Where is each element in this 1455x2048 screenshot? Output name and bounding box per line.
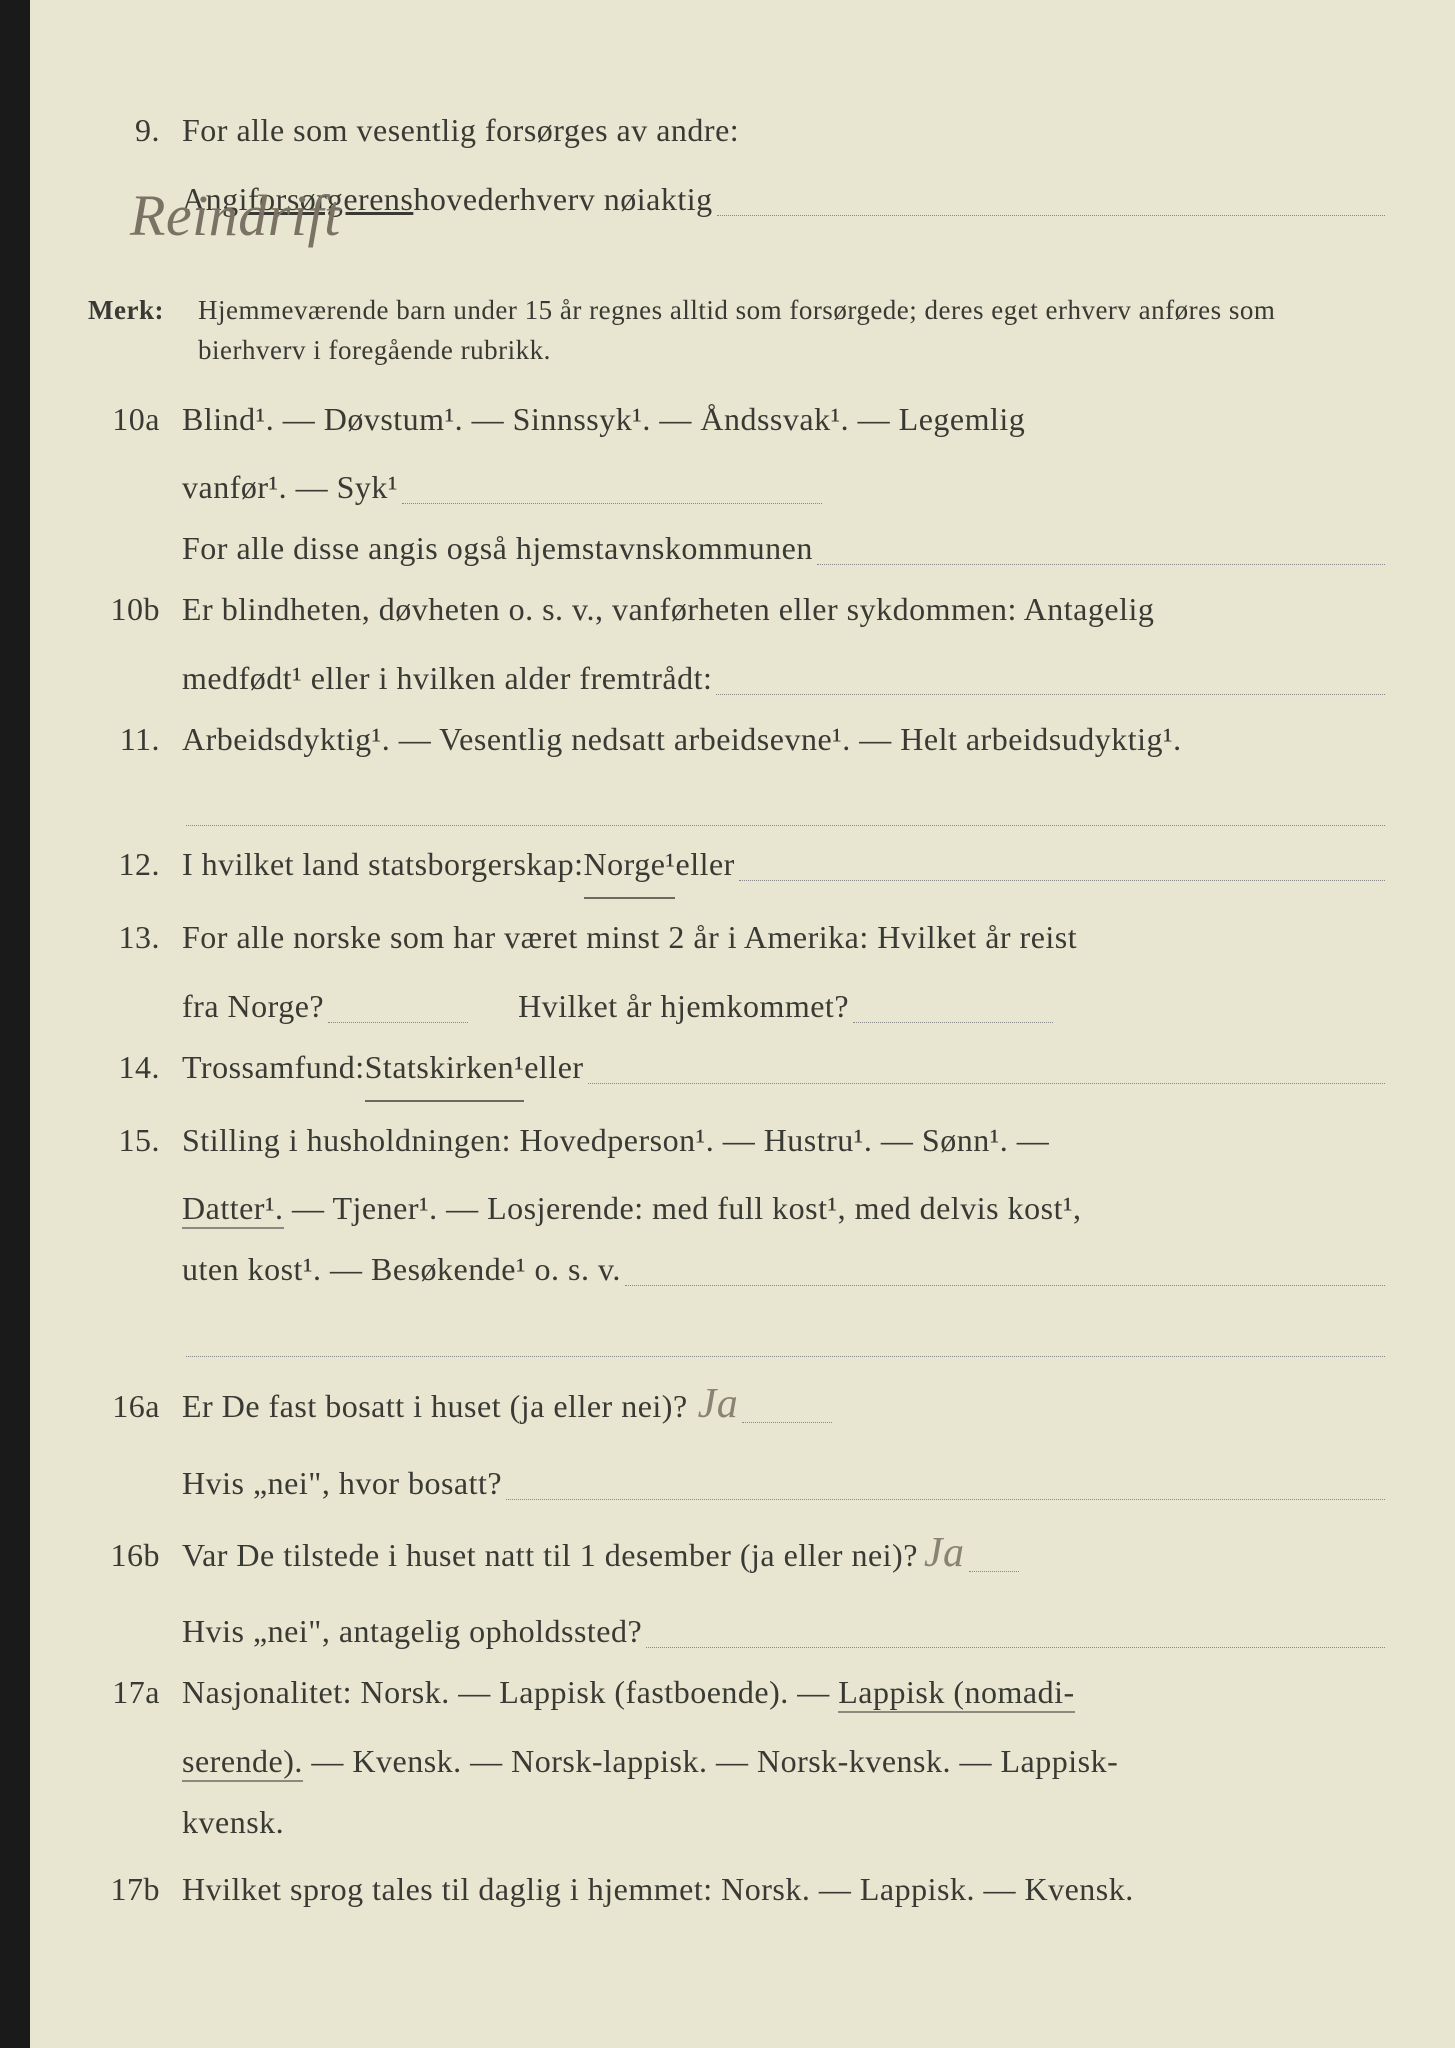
q16a-number: 16a xyxy=(70,1376,182,1437)
q10b-line2: medfødt¹ eller i hvilken alder fremtrådt… xyxy=(182,648,1385,709)
q13-line2b: Hvilket år hjemkommet? xyxy=(518,976,849,1037)
question-13: 13. For alle norske som har været minst … xyxy=(70,907,1385,968)
q15-line3-text: uten kost¹. — Besøkende¹ o. s. v. xyxy=(182,1239,621,1300)
q10a-line3: For alle disse angis også hjemstavnskomm… xyxy=(182,518,1385,579)
question-11: 11. Arbeidsdyktig¹. — Vesentlig nedsatt … xyxy=(70,709,1385,770)
q10b-line1: Er blindheten, døvheten o. s. v., vanfør… xyxy=(182,579,1385,640)
q12-content: I hvilket land statsborgerskap: Norge¹ e… xyxy=(182,834,1385,899)
q10b-number: 10b xyxy=(70,579,182,640)
q17b-number: 17b xyxy=(70,1859,182,1920)
q13-line1: For alle norske som har været minst 2 år… xyxy=(182,907,1385,968)
q17a-line1: Nasjonalitet: Norsk. — Lappisk (fastboen… xyxy=(182,1662,1385,1723)
q17a-line1-pre: Nasjonalitet: Norsk. — Lappisk (fastboen… xyxy=(182,1674,838,1710)
q13-fill2 xyxy=(853,990,1053,1023)
question-16b: 16b Var De tilstede i huset natt til 1 d… xyxy=(70,1514,1385,1594)
q16a-line2-text: Hvis „nei", hvor bosatt? xyxy=(182,1453,502,1514)
q10a-fill1 xyxy=(402,471,822,504)
q16b-line1: Var De tilstede i huset natt til 1 desem… xyxy=(182,1514,1385,1594)
q16b-fill2 xyxy=(646,1615,1385,1648)
note-merk: Merk: Hjemmeværende barn under 15 år reg… xyxy=(70,290,1385,371)
q9-line2-post: hovederhverv nøiaktig xyxy=(413,169,712,230)
q9-fill xyxy=(717,183,1385,216)
q17a-line2-post: — Kvensk. — Norsk-lappisk. — Norsk-kvens… xyxy=(303,1743,1118,1779)
q16b-line2: Hvis „nei", antagelig opholdssted? xyxy=(182,1601,1385,1662)
q15-line2-underlined: Datter¹. xyxy=(182,1190,284,1229)
q9-number: 9. xyxy=(70,100,182,161)
q16a-line2: Hvis „nei", hvor bosatt? xyxy=(182,1453,1385,1514)
q12-post: eller xyxy=(675,834,734,895)
q11-fill-row xyxy=(182,787,1385,820)
q16b-fill1 xyxy=(969,1539,1019,1572)
q14-fill xyxy=(588,1051,1385,1084)
q11-number: 11. xyxy=(70,709,182,770)
q10b-fill xyxy=(716,662,1385,695)
q12-pre: I hvilket land statsborgerskap: xyxy=(182,834,584,895)
question-17b: 17b Hvilket sprog tales til daglig i hje… xyxy=(70,1859,1385,1920)
q14-number: 14. xyxy=(70,1037,182,1098)
q13-fill1 xyxy=(328,990,468,1023)
q17a-line3: kvensk. xyxy=(182,1792,1385,1853)
q15-line2: Datter¹. — Tjener¹. — Losjerende: med fu… xyxy=(182,1178,1385,1239)
q13-number: 13. xyxy=(70,907,182,968)
question-16a: 16a Er De fast bosatt i huset (ja eller … xyxy=(70,1365,1385,1445)
question-14: 14. Trossamfund: Statskirken¹ eller xyxy=(70,1037,1385,1102)
question-12: 12. I hvilket land statsborgerskap: Norg… xyxy=(70,834,1385,899)
q9-line2: Angi forsørgerens hovederhverv nøiaktig xyxy=(182,169,1385,230)
q10a-fill2 xyxy=(817,532,1385,565)
q15-fill-row xyxy=(182,1318,1385,1351)
q10a-line3-text: For alle disse angis også hjemstavnskomm… xyxy=(182,518,813,579)
q13-line2a: fra Norge? xyxy=(182,976,324,1037)
q9-handwritten-answer: Reindrift xyxy=(130,190,341,242)
q15-line3: uten kost¹. — Besøkende¹ o. s. v. xyxy=(182,1239,1385,1300)
q16a-fill2 xyxy=(506,1467,1385,1500)
q16a-line1: Er De fast bosatt i huset (ja eller nei)… xyxy=(182,1365,1385,1445)
q17b-text: Hvilket sprog tales til daglig i hjemmet… xyxy=(182,1859,1385,1920)
question-10a: 10a Blind¹. — Døvstum¹. — Sinnssyk¹. — Å… xyxy=(70,389,1385,450)
q12-fill xyxy=(739,848,1385,881)
q14-underlined: Statskirken¹ xyxy=(365,1037,525,1102)
q10a-line2a: vanfør¹. — Syk¹ xyxy=(182,457,398,518)
q10a-number: 10a xyxy=(70,389,182,450)
q10a-line1: Blind¹. — Døvstum¹. — Sinnssyk¹. — Åndss… xyxy=(182,389,1385,450)
q13-line2: fra Norge? Hvilket år hjemkommet? xyxy=(182,976,1385,1037)
merk-text: Hjemmeværende barn under 15 år regnes al… xyxy=(198,290,1385,371)
q14-content: Trossamfund: Statskirken¹ eller xyxy=(182,1037,1385,1102)
q15-line2-post: — Tjener¹. — Losjerende: med full kost¹,… xyxy=(292,1190,1082,1226)
census-form-page: 9. For alle som vesentlig forsørges av a… xyxy=(0,0,1455,2048)
q12-underlined: Norge¹ xyxy=(584,834,676,899)
q9-line1: For alle som vesentlig forsørges av andr… xyxy=(182,100,1385,161)
q17a-number: 17a xyxy=(70,1662,182,1723)
question-10b: 10b Er blindheten, døvheten o. s. v., va… xyxy=(70,579,1385,640)
q17a-line1-underlined: Lappisk (nomadi- xyxy=(838,1674,1074,1713)
q15-fill2 xyxy=(186,1324,1385,1357)
q12-number: 12. xyxy=(70,834,182,895)
q14-post: eller xyxy=(524,1037,583,1098)
q15-number: 15. xyxy=(70,1110,182,1171)
q16a-handwritten: Ja xyxy=(698,1365,739,1445)
q10a-line2: vanfør¹. — Syk¹ xyxy=(182,457,1385,518)
q11-text: Arbeidsdyktig¹. — Vesentlig nedsatt arbe… xyxy=(182,709,1385,770)
q14-pre: Trossamfund: xyxy=(182,1037,365,1098)
q16a-fill1 xyxy=(742,1390,832,1423)
q16b-handwritten: Ja xyxy=(924,1514,965,1594)
q11-fill xyxy=(186,793,1385,826)
q17a-line2-underlined: serende). xyxy=(182,1743,303,1782)
q15-fill1 xyxy=(625,1253,1385,1286)
q17a-line2: serende). — Kvensk. — Norsk-lappisk. — N… xyxy=(182,1731,1385,1792)
q16b-line2-text: Hvis „nei", antagelig opholdssted? xyxy=(182,1601,642,1662)
q16a-line1-text: Er De fast bosatt i huset (ja eller nei)… xyxy=(182,1376,688,1437)
merk-label: Merk: xyxy=(70,290,198,371)
q16b-number: 16b xyxy=(70,1525,182,1586)
question-15: 15. Stilling i husholdningen: Hovedperso… xyxy=(70,1110,1385,1171)
question-9: 9. For alle som vesentlig forsørges av a… xyxy=(70,100,1385,161)
q15-line1: Stilling i husholdningen: Hovedperson¹. … xyxy=(182,1110,1385,1171)
q16b-line1-text: Var De tilstede i huset natt til 1 desem… xyxy=(182,1525,918,1586)
q10b-line2-text: medfødt¹ eller i hvilken alder fremtrådt… xyxy=(182,648,712,709)
question-17a: 17a Nasjonalitet: Norsk. — Lappisk (fast… xyxy=(70,1662,1385,1723)
